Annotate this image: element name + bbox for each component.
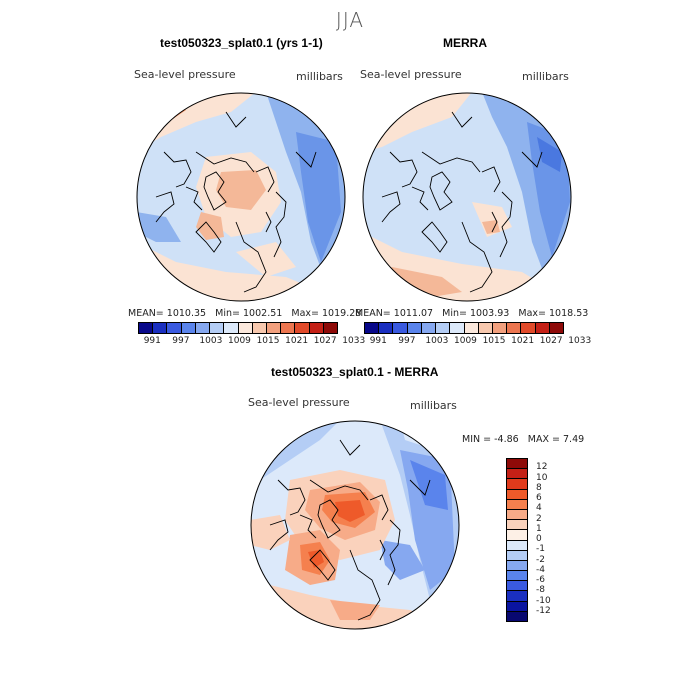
colorbar-swatch xyxy=(436,323,451,333)
obs-panel-title: MERRA xyxy=(443,36,487,50)
colorbar-swatch xyxy=(181,323,196,333)
colorbar-swatch xyxy=(421,323,437,333)
colorbar-swatch xyxy=(507,601,527,612)
colorbar-swatch xyxy=(153,323,168,333)
colorbar-swatch xyxy=(210,323,225,333)
obs-colorbar xyxy=(364,322,564,334)
model-stats: MEAN= 1010.35 Min= 1002.51 Max= 1019.28 xyxy=(128,308,362,319)
diff-colorbar-ticks: 12 10 8 6 4 2 1 0 -1 -2 -4 -6 -8 -10 -12 xyxy=(536,458,566,622)
colorbar-swatch xyxy=(535,323,550,333)
colorbar-tick-label: 1 xyxy=(536,523,542,534)
colorbar-swatch xyxy=(507,499,527,510)
season-title: JJA xyxy=(335,8,365,32)
colorbar-tick-label: 12 xyxy=(536,462,548,473)
diff-panel-title: test050323_splat0.1 - MERRA xyxy=(271,365,439,379)
colorbar-swatch xyxy=(309,323,324,333)
colorbar-tick-label: -8 xyxy=(536,585,545,596)
diff-units-label: millibars xyxy=(410,399,457,412)
obs-polar-map xyxy=(362,92,572,302)
diff-variable-label: Sea-level pressure xyxy=(248,396,350,409)
colorbar-swatch xyxy=(507,560,527,572)
colorbar-swatch xyxy=(281,323,296,333)
colorbar-tick-label: -6 xyxy=(536,575,545,585)
colorbar-swatch xyxy=(507,571,527,582)
colorbar-tick-label: 8 xyxy=(536,482,542,493)
colorbar-tick-label: -1 xyxy=(536,544,545,555)
colorbar-tick-label: 991 xyxy=(369,336,387,346)
colorbar-swatch xyxy=(139,323,154,333)
colorbar-swatch xyxy=(507,540,527,551)
model-variable-label: Sea-level pressure xyxy=(134,68,236,81)
colorbar-tick-label: 1009 xyxy=(454,336,477,346)
colorbar-swatch xyxy=(507,489,527,500)
colorbar-swatch xyxy=(507,479,527,490)
colorbar-tick-label: 997 xyxy=(172,336,190,346)
model-units-label: millibars xyxy=(296,70,343,83)
colorbar-swatch xyxy=(507,591,527,602)
colorbar-tick-label: 1033 xyxy=(568,336,592,346)
obs-units-label: millibars xyxy=(522,70,569,83)
colorbar-swatch xyxy=(365,323,380,333)
colorbar-swatch xyxy=(224,323,239,333)
colorbar-swatch xyxy=(507,530,527,541)
colorbar-swatch xyxy=(507,459,527,470)
colorbar-tick-label: 10 xyxy=(536,472,548,483)
colorbar-tick-label: 997 xyxy=(398,336,416,346)
model-colorbar xyxy=(138,322,338,334)
colorbar-tick-label: -10 xyxy=(536,595,551,606)
colorbar-swatch xyxy=(492,323,508,333)
obs-colorbar-ticks: 991 997 1003 1009 1015 1021 1027 1033 xyxy=(364,336,592,348)
model-polar-map xyxy=(136,92,346,302)
colorbar-tick-label: 6 xyxy=(536,493,542,503)
colorbar-swatch xyxy=(407,323,422,333)
colorbar-tick-label: 1021 xyxy=(511,336,535,346)
model-colorbar-ticks: 991 997 1003 1009 1015 1021 1027 1033 xyxy=(138,336,366,348)
model-panel-title: test050323_splat0.1 (yrs 1-1) xyxy=(160,36,323,50)
colorbar-tick-label: 1003 xyxy=(425,336,449,346)
colorbar-swatch xyxy=(450,323,465,333)
colorbar-swatch xyxy=(195,323,211,333)
colorbar-swatch xyxy=(549,323,564,333)
colorbar-tick-label: 991 xyxy=(143,336,161,346)
colorbar-tick-label: 1003 xyxy=(199,336,223,346)
colorbar-tick-label: 1033 xyxy=(342,336,366,346)
colorbar-swatch xyxy=(507,323,522,333)
colorbar-swatch xyxy=(521,323,536,333)
colorbar-swatch xyxy=(238,323,253,333)
colorbar-swatch xyxy=(167,323,182,333)
colorbar-tick-label: 1009 xyxy=(228,336,251,346)
diff-stats: MIN = -4.86 MAX = 7.49 xyxy=(462,434,585,445)
obs-stats: MEAN= 1011.07 Min= 1003.93 Max= 1018.53 xyxy=(355,308,589,319)
colorbar-swatch xyxy=(295,323,310,333)
colorbar-tick-label: 0 xyxy=(536,534,542,544)
diff-polar-map xyxy=(250,420,460,630)
colorbar-swatch xyxy=(507,581,527,592)
colorbar-swatch xyxy=(507,469,527,480)
colorbar-tick-label: 1015 xyxy=(482,336,506,346)
colorbar-tick-label: 1021 xyxy=(285,336,309,346)
colorbar-swatch xyxy=(252,323,267,333)
colorbar-swatch xyxy=(507,550,527,561)
colorbar-tick-label: 1027 xyxy=(539,336,563,346)
colorbar-swatch xyxy=(507,520,527,531)
colorbar-swatch xyxy=(507,509,527,521)
colorbar-tick-label: -2 xyxy=(536,554,545,565)
colorbar-swatch xyxy=(379,323,394,333)
colorbar-tick-label: 1015 xyxy=(256,336,280,346)
colorbar-tick-label: 1027 xyxy=(313,336,337,346)
colorbar-swatch xyxy=(393,323,408,333)
colorbar-swatch xyxy=(323,323,338,333)
colorbar-swatch xyxy=(464,323,479,333)
diff-colorbar xyxy=(506,458,528,622)
colorbar-tick-label: 2 xyxy=(536,513,542,524)
colorbar-swatch xyxy=(507,611,527,621)
obs-variable-label: Sea-level pressure xyxy=(360,68,462,81)
colorbar-tick-label: 4 xyxy=(536,503,542,514)
colorbar-swatch xyxy=(266,323,282,333)
colorbar-tick-label: -4 xyxy=(536,564,545,575)
colorbar-tick-label: -12 xyxy=(536,605,551,616)
colorbar-swatch xyxy=(478,323,493,333)
